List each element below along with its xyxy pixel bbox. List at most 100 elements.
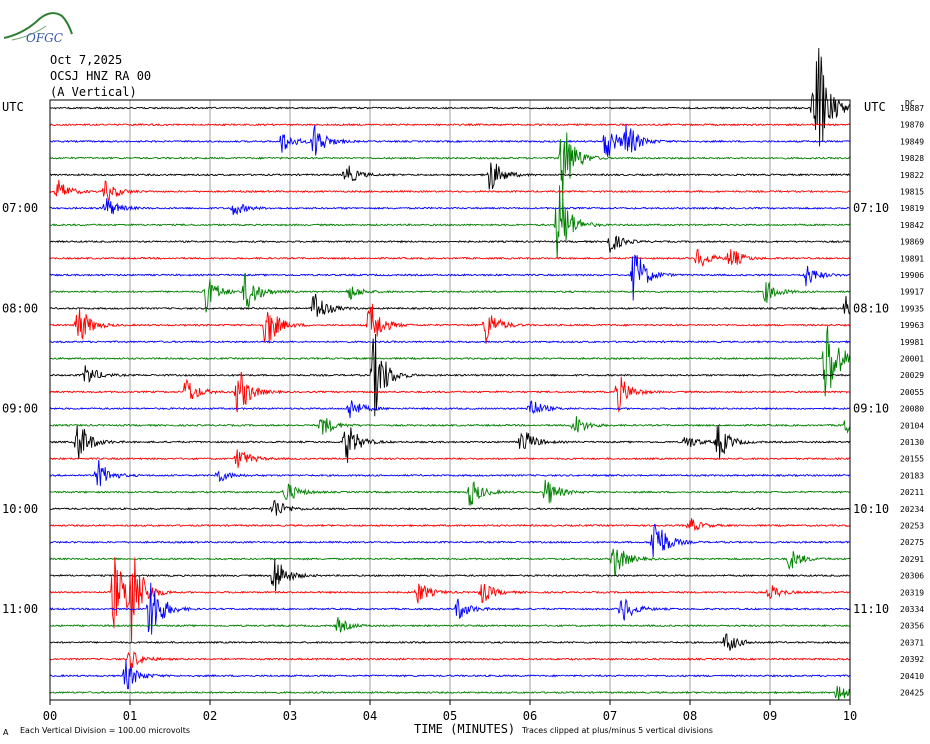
x-tick-label: 09 [763, 709, 777, 723]
dc-offset-label: 19849 [900, 137, 924, 146]
right-time-label: 11:10 [853, 602, 889, 616]
trace-row-14 [49, 339, 851, 344]
right-time-label: 10:10 [853, 502, 889, 516]
x-tick-label: 00 [43, 709, 57, 723]
left-time-label: 07:00 [2, 201, 38, 215]
trace-row-35 [49, 685, 851, 701]
trace-row-23 [49, 479, 851, 506]
trace-row-7 [50, 185, 851, 259]
x-tick-label: 05 [443, 709, 457, 723]
left-time-labels: 07:00 08:00 09:00 10:00 11:00 [2, 201, 38, 616]
dc-offset-label: 20211 [900, 488, 924, 497]
left-time-label: 11:00 [2, 602, 38, 616]
logo-text: OFGC [26, 31, 63, 44]
trace-row-13 [49, 303, 851, 344]
dc-offset-label: 20130 [900, 438, 924, 447]
trace-row-8 [49, 235, 851, 253]
dc-offset-label: 20055 [900, 388, 924, 397]
x-tick-label: 06 [523, 709, 537, 723]
right-time-labels: 07:10 08:10 09:10 10:10 11:10 [853, 201, 889, 616]
dc-offset-label: 20001 [900, 355, 924, 364]
trace-row-12 [49, 293, 851, 317]
dc-offset-label: 20183 [900, 471, 924, 480]
trace-row-32 [49, 633, 851, 651]
trace-row-16 [50, 333, 851, 417]
dc-offset-label: 19828 [900, 154, 924, 163]
trace-row-29 [49, 557, 850, 642]
trace-row-33 [49, 651, 851, 671]
x-tick-label: 01 [123, 709, 137, 723]
x-tick-label: 02 [203, 709, 217, 723]
trace-row-21 [49, 449, 851, 468]
right-utc-label: UTC [864, 100, 886, 114]
right-time-label: 07:10 [853, 201, 889, 215]
dc-offset-label: 19819 [900, 204, 924, 213]
dc-offset-label: 19906 [900, 271, 924, 280]
dc-offset-label: 20291 [900, 555, 924, 564]
left-time-label: 09:00 [2, 402, 38, 416]
trace-row-25 [49, 518, 851, 532]
dc-offset-label: 19842 [900, 221, 924, 230]
trace-row-28 [49, 559, 851, 592]
dc-offset-label: 19870 [900, 121, 924, 130]
trace-row-34 [49, 659, 851, 690]
x-tick-label: 08 [683, 709, 697, 723]
trace-row-17 [49, 371, 851, 413]
x-axis-title: TIME (MINUTES) [414, 722, 515, 736]
dc-offset-label: 19815 [900, 188, 924, 197]
trace-row-9 [49, 248, 851, 267]
left-utc-label: UTC [2, 100, 24, 114]
dc-offset-label: 19935 [900, 304, 924, 313]
dc-offset-label: 19887 [900, 104, 924, 113]
dc-offset-label: 20306 [900, 572, 924, 581]
trace-row-3 [49, 132, 851, 201]
trace-row-1 [49, 122, 851, 127]
dc-offset-label: 19917 [900, 288, 924, 297]
trace-row-19 [49, 416, 851, 435]
footer-corner-mark: A [3, 728, 9, 737]
header-date: Oct 7,2025 [50, 53, 123, 67]
trace-row-0 [49, 47, 851, 147]
trace-row-27 [49, 548, 851, 578]
header-station: OCSJ HNZ RA 00 [50, 69, 152, 83]
dc-offset-label: 19891 [900, 254, 924, 263]
trace-row-6 [49, 198, 851, 216]
dc-offset-labels: 19887 19870 19849 19828 19822 19815 19819 19842… [900, 104, 924, 698]
dc-offset-label: 20371 [900, 638, 924, 647]
trace-row-26 [49, 523, 851, 558]
x-tick-label: 07 [603, 709, 617, 723]
footer-clip-note: Traces clipped at plus/minus 5 vertical … [521, 726, 713, 735]
trace-row-30 [49, 582, 851, 635]
left-time-label: 08:00 [2, 301, 38, 315]
dc-offset-label: 20104 [900, 421, 924, 430]
seismic-traces [49, 47, 851, 701]
trace-row-31 [49, 617, 851, 633]
x-tick-label: 04 [363, 709, 377, 723]
logo-swoosh [3, 12, 73, 39]
dc-offset-label: 20425 [900, 689, 924, 698]
footer-scale-note: Each Vertical Division = 100.00 microvol… [20, 726, 190, 735]
dc-offset-label: 20155 [900, 455, 924, 464]
trace-row-11 [49, 272, 851, 313]
trace-row-5 [49, 179, 851, 202]
trace-row-24 [49, 499, 851, 516]
header-component: (A Vertical) [50, 85, 137, 99]
dc-offset-label: 20392 [900, 655, 924, 664]
right-time-label: 08:10 [853, 301, 889, 315]
dc-offset-label: 20029 [900, 371, 924, 380]
x-tick-label: 03 [283, 709, 297, 723]
trace-row-20 [49, 425, 851, 463]
dc-offset-label: 20234 [900, 505, 924, 514]
dc-offset-label: 20319 [900, 588, 924, 597]
right-time-label: 09:10 [853, 402, 889, 416]
minute-gridlines [129, 100, 771, 700]
trace-row-22 [49, 459, 851, 487]
trace-row-18 [49, 400, 851, 419]
dc-offset-label: 20410 [900, 672, 924, 681]
ofgc-logo: OFGC [3, 12, 73, 44]
logo-swoosh-inner [11, 25, 47, 41]
left-time-label: 10:00 [2, 502, 38, 516]
dc-offset-label: 19822 [900, 171, 924, 180]
trace-row-10 [49, 254, 851, 301]
